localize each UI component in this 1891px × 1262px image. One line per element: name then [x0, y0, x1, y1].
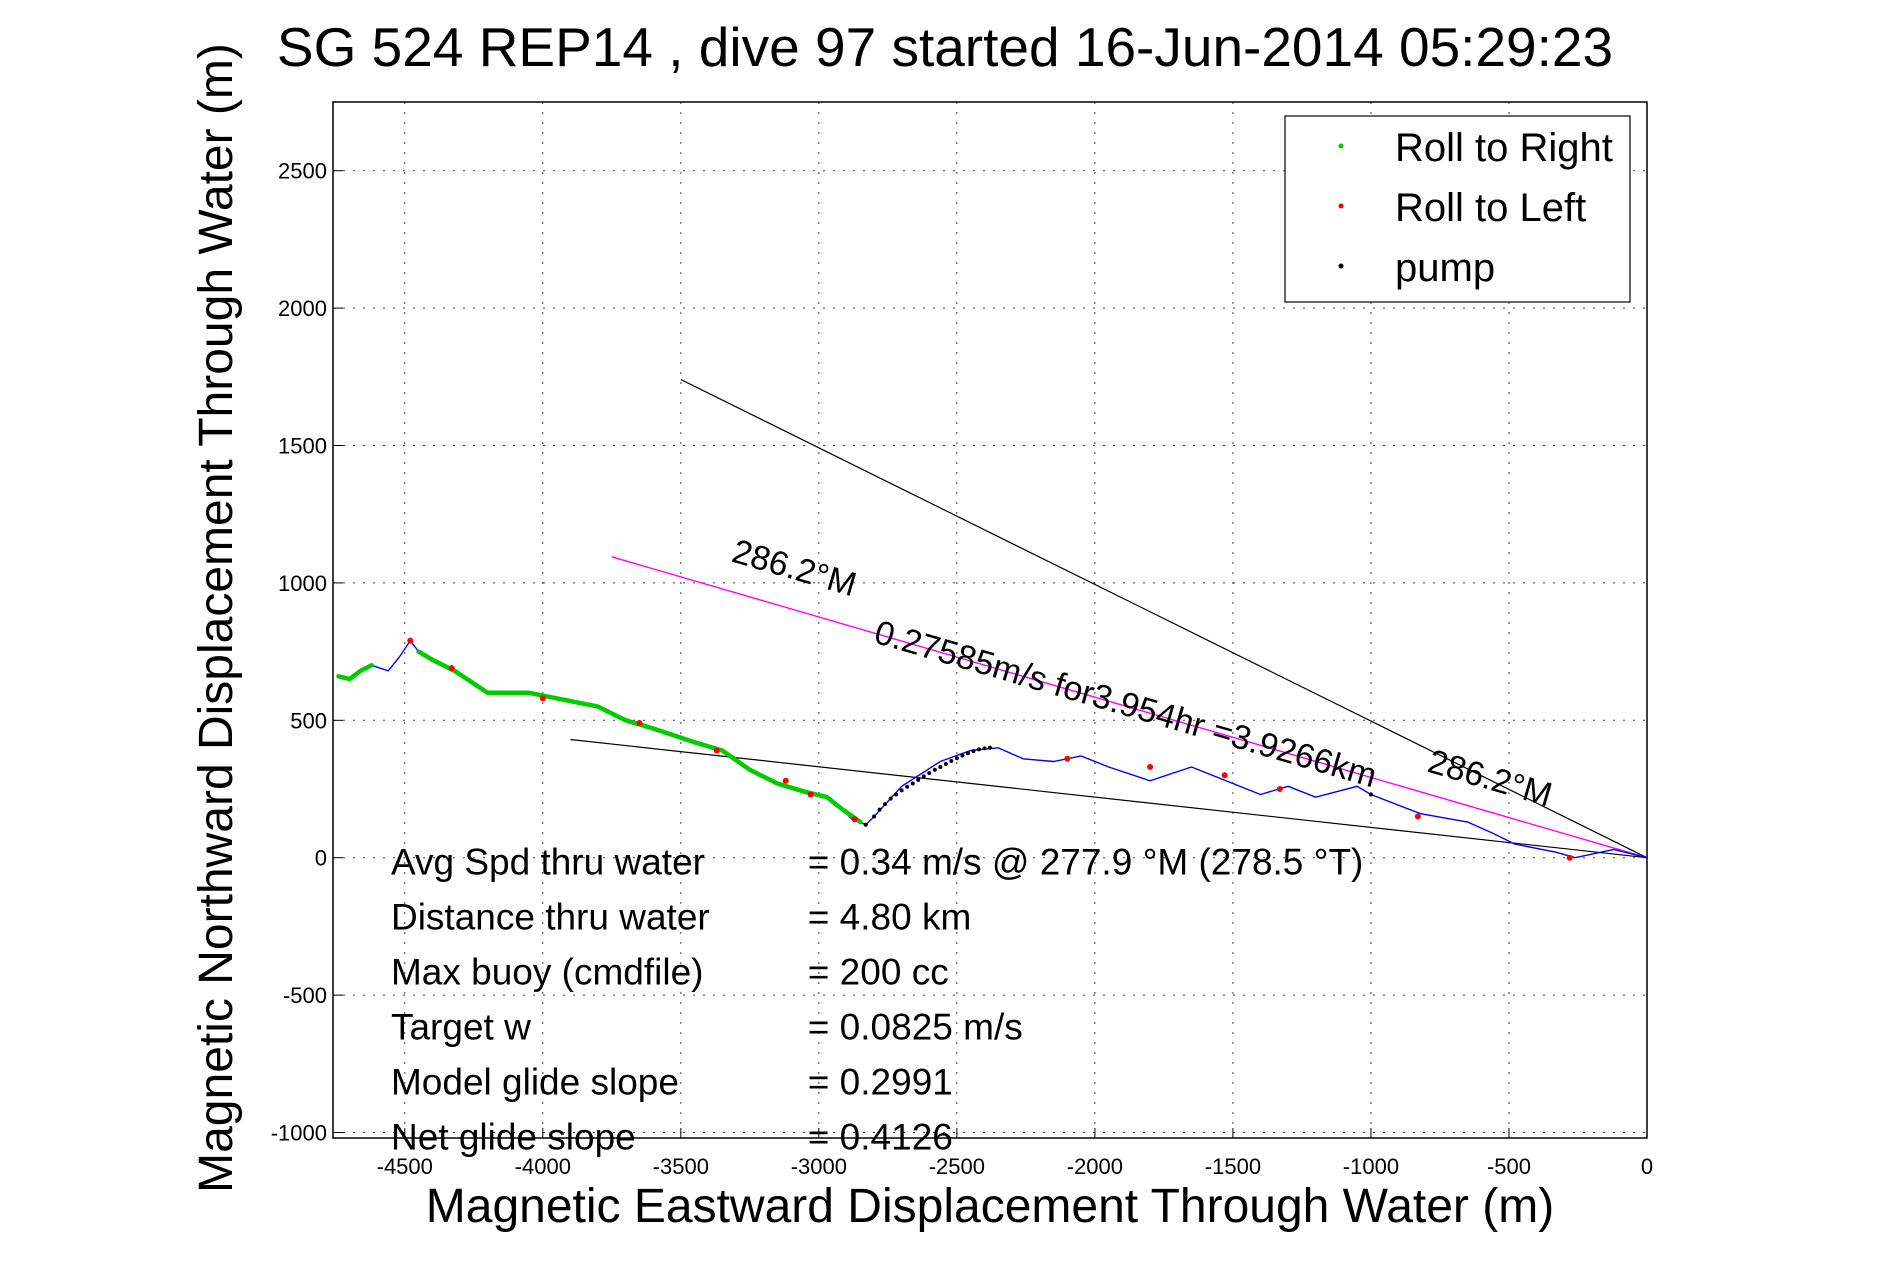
pump-point [954, 756, 959, 761]
pump-point [916, 777, 921, 782]
pump-point [971, 749, 976, 754]
y-tick-label: 1000 [278, 571, 327, 596]
pump-point [877, 807, 882, 812]
roll-left-point [1414, 813, 1421, 820]
roll-left-point [539, 695, 546, 702]
pump-point [938, 765, 943, 770]
y-tick-label: -1000 [271, 1121, 327, 1146]
pump-point [988, 745, 992, 750]
x-tick-label: 0 [1641, 1154, 1653, 1179]
y-tick-label: -500 [283, 983, 327, 1008]
pump-point [888, 796, 893, 801]
roll-left-point [782, 777, 789, 784]
pump-point [982, 746, 987, 751]
pump-point [965, 751, 970, 756]
pump-point [1368, 792, 1373, 797]
reference-line [680, 378, 1648, 859]
roll-left-point [807, 791, 814, 798]
stat-value: = 0.2991 [808, 1062, 953, 1103]
pump-point [899, 788, 904, 793]
stat-label: Avg Spd thru water [391, 842, 705, 883]
pump-point [932, 767, 937, 772]
y-tick-label: 0 [315, 846, 327, 871]
pump-point [976, 747, 981, 752]
reference-lines [570, 378, 1648, 859]
stat-value: = 200 cc [808, 952, 949, 993]
x-tick-label: -4500 [377, 1154, 433, 1179]
x-axis-label: Magnetic Eastward Displacement Through W… [426, 1180, 1554, 1233]
stat-value: = 0.34 m/s @ 277.9 °M (278.5 °T) [808, 842, 1364, 883]
x-tick-label: -3000 [791, 1154, 847, 1179]
pump-point [910, 781, 915, 786]
x-tick-label: -4000 [515, 1154, 571, 1179]
roll-left-point [407, 637, 414, 644]
legend-label-pump: pump [1395, 246, 1495, 290]
x-tick-label: -1500 [1205, 1154, 1261, 1179]
roll-left-point [448, 665, 455, 672]
roll-left-point [1147, 764, 1154, 771]
roll-left-point [1566, 854, 1573, 861]
pump-point [905, 784, 910, 789]
pump-point [927, 771, 932, 776]
marker-layer [407, 637, 1573, 861]
stat-label: Model glide slope [391, 1062, 679, 1103]
pump-point [943, 761, 948, 766]
roll-left-point [1064, 755, 1071, 762]
pump-point [960, 753, 965, 758]
legend: Roll to Right Roll to Left pump [1284, 115, 1631, 303]
x-tick-label: -3500 [653, 1154, 709, 1179]
legend-marker-pump [1338, 263, 1344, 269]
reference-line [570, 738, 1648, 859]
pump-point [949, 758, 954, 763]
y-tick-label: 500 [290, 708, 327, 733]
y-axis-label: Magnetic Northward Displacement Through … [190, 43, 243, 1193]
roll-right-segment [336, 663, 374, 682]
x-tick-label: -2500 [929, 1154, 985, 1179]
stat-value: = 4.80 km [808, 897, 972, 938]
stats-block: Avg Spd thru water = 0.34 m/s @ 277.9 °M … [391, 842, 1363, 1158]
roll-left-point [1221, 772, 1228, 779]
pump-point [863, 822, 868, 827]
stat-label: Target w [391, 1007, 531, 1048]
legend-label-roll-left: Roll to Left [1395, 186, 1586, 230]
pump-point [872, 814, 877, 819]
roll-left-point [636, 720, 643, 727]
stat-label: Distance thru water [391, 897, 710, 938]
legend-label-roll-right: Roll to Right [1395, 126, 1613, 170]
x-tick-label: -1000 [1343, 1154, 1399, 1179]
plot-frame [332, 101, 1648, 1139]
roll-left-point [1276, 786, 1283, 793]
y-tick-label: 2500 [278, 159, 327, 184]
roll-left-point [851, 816, 858, 823]
legend-marker-roll-right [1338, 143, 1344, 149]
x-tick-label: -2000 [1067, 1154, 1123, 1179]
stat-value: = 0.0825 m/s [808, 1007, 1023, 1048]
tick-labels: -4500 -4000 -3500 -3000 -2500 -2000 -1500 -1000… [271, 159, 1653, 1179]
y-tick-label: 1500 [278, 434, 327, 459]
roll-left-point [713, 747, 720, 754]
heading-line [611, 556, 1648, 859]
stat-label: Max buoy (cmdfile) [391, 952, 704, 993]
stat-label: Net glide slope [391, 1117, 636, 1158]
legend-marker-roll-left [1338, 203, 1344, 209]
x-tick-label: -500 [1487, 1154, 1531, 1179]
y-tick-label: 2000 [278, 296, 327, 321]
pump-point [894, 792, 899, 797]
chart-title: SG 524 REP14 , dive 97 started 16-Jun-20… [277, 16, 1613, 78]
stat-value: = 0.4126 [808, 1117, 953, 1158]
pump-point [921, 774, 926, 779]
pump-point [883, 802, 888, 807]
